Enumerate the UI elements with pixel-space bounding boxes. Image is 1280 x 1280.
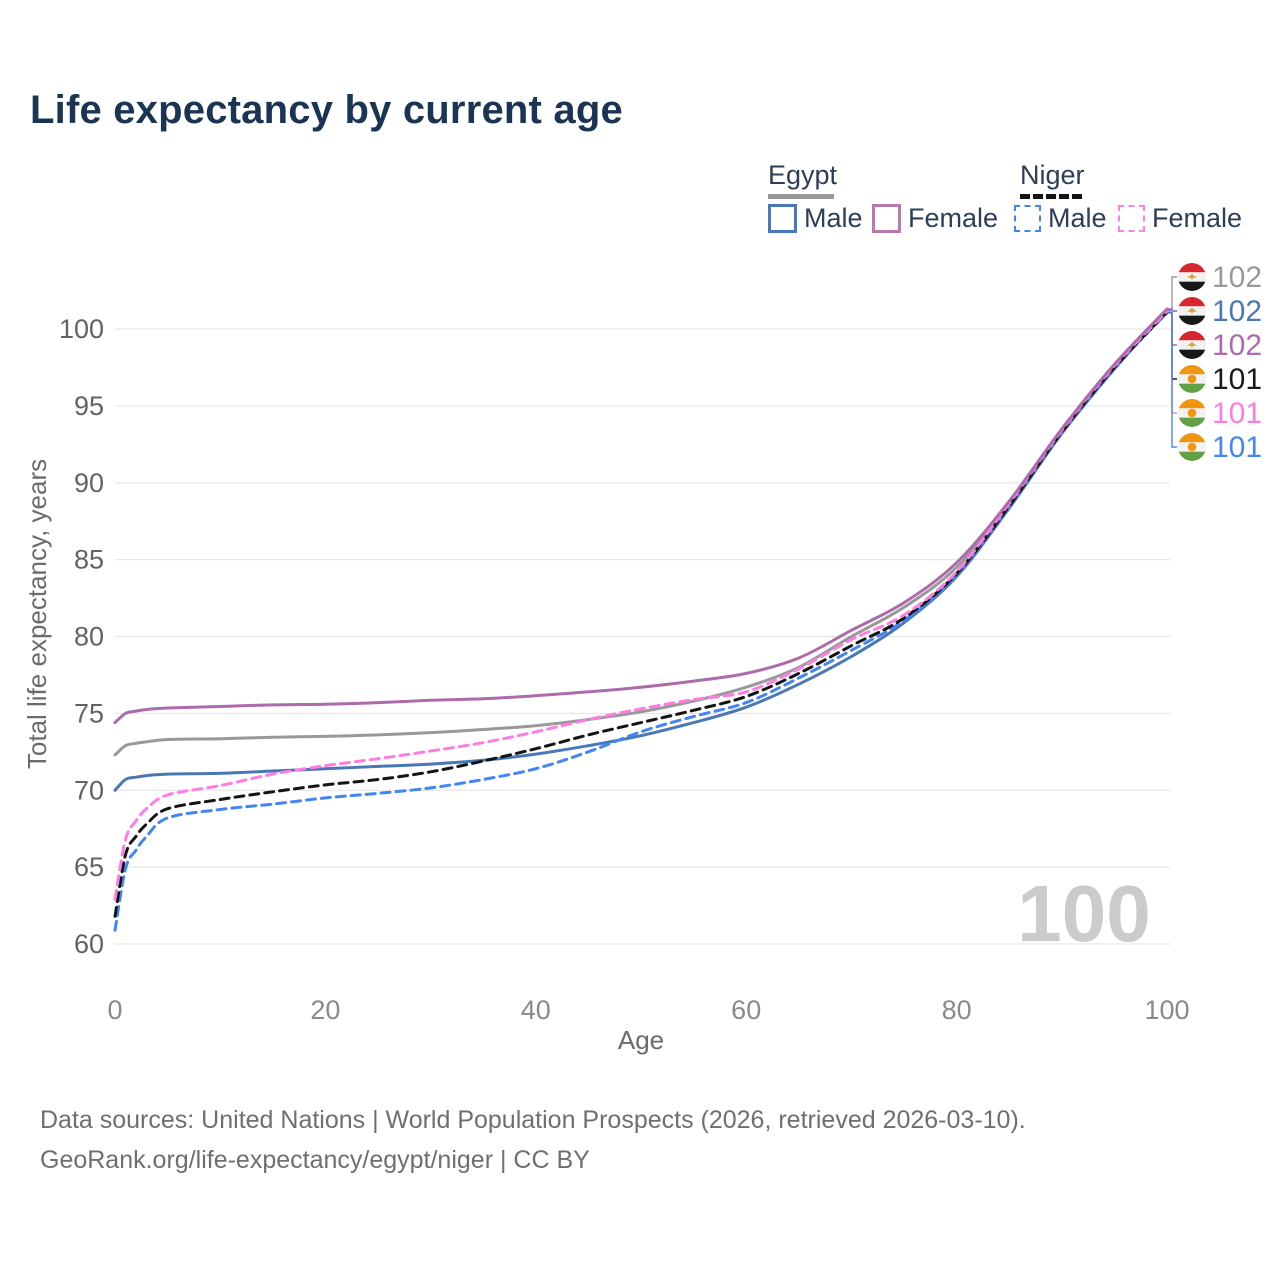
- end-label-value-egypt-female: 102: [1212, 329, 1262, 362]
- legend-item-egypt-male[interactable]: Male: [768, 203, 863, 234]
- attribution-note: GeoRank.org/life-expectancy/egypt/niger …: [40, 1146, 590, 1174]
- x-tick-100: 100: [1144, 995, 1189, 1025]
- data-sources-note: Data sources: United Nations | World Pop…: [40, 1106, 1026, 1134]
- y-tick-70: 70: [74, 775, 104, 805]
- y-tick-65: 65: [74, 852, 104, 882]
- end-label-value-niger-male: 101: [1212, 431, 1262, 464]
- niger-flag-icon: [1178, 399, 1206, 427]
- legend-swatch-niger-female: [1118, 205, 1145, 232]
- end-label-connector-egypt: [1168, 276, 1177, 311]
- y-tick-100: 100: [59, 314, 104, 344]
- legend-group-niger: Niger: [1020, 160, 1085, 199]
- x-tick-40: 40: [521, 995, 551, 1025]
- niger-flag-icon: [1178, 433, 1206, 461]
- niger-flag-icon: [1178, 365, 1206, 393]
- end-label-connector-niger-male: [1168, 312, 1177, 448]
- y-axis-title: Total life expectancy, years: [22, 459, 52, 769]
- legend-label-egypt-female: Female: [908, 203, 999, 233]
- legend-swatch-egypt-female: [872, 204, 901, 233]
- legend-item-niger-male[interactable]: Male: [1014, 203, 1107, 234]
- page-title: Life expectancy by current age: [30, 88, 623, 132]
- series-line-niger-female: [113, 309, 1169, 901]
- egypt-flag-icon: [1178, 331, 1206, 359]
- egypt-flag-icon: [1178, 263, 1206, 291]
- legend-niger-underline-sample: [1020, 194, 1082, 199]
- legend-swatch-niger-male: [1014, 205, 1041, 232]
- x-tick-0: 0: [107, 995, 122, 1025]
- gridlines-layer: 60 65 70 75 80 85 90 95 100 0 20 40 60 80 100: [59, 314, 1190, 1025]
- current-age-watermark: 100: [1017, 869, 1150, 958]
- legend-label-niger-male: Male: [1048, 203, 1107, 233]
- legend-item-egypt-female[interactable]: Female: [872, 203, 998, 234]
- y-tick-80: 80: [74, 622, 104, 652]
- legend-group-egypt: Egypt: [768, 160, 837, 199]
- y-tick-95: 95: [74, 391, 104, 421]
- legend-item-niger-female[interactable]: Female: [1118, 203, 1242, 234]
- legend-label-egypt-male: Male: [804, 203, 863, 233]
- x-tick-20: 20: [310, 995, 340, 1025]
- egypt-flag-icon: [1178, 297, 1206, 325]
- end-label-value-niger-female: 101: [1212, 397, 1262, 430]
- series-lines-layer: [113, 307, 1169, 932]
- series-line-egypt-female: [113, 307, 1169, 725]
- x-axis-title: Age: [618, 1025, 664, 1055]
- y-tick-60: 60: [74, 929, 104, 959]
- legend-egypt-underline-sample: [768, 194, 834, 199]
- end-label-value-egypt-male: 102: [1212, 295, 1262, 328]
- end-label-value-egypt: 102: [1212, 261, 1262, 294]
- x-tick-60: 60: [731, 995, 761, 1025]
- series-line-niger: [113, 310, 1169, 918]
- legend-group-egypt-label: Egypt: [768, 160, 838, 190]
- legend-swatch-egypt-male: [768, 204, 797, 233]
- axis-labels-layer: Total life expectancy, years Age: [22, 459, 664, 1055]
- series-line-egypt-male: [113, 309, 1169, 792]
- end-label-value-niger: 101: [1212, 363, 1262, 396]
- x-tick-80: 80: [942, 995, 972, 1025]
- age-watermark-layer: 100: [1017, 869, 1150, 958]
- y-tick-75: 75: [74, 698, 104, 728]
- legend-group-niger-label: Niger: [1020, 160, 1085, 190]
- y-tick-90: 90: [74, 468, 104, 498]
- legend-label-niger-female: Female: [1152, 203, 1243, 233]
- y-tick-85: 85: [74, 545, 104, 575]
